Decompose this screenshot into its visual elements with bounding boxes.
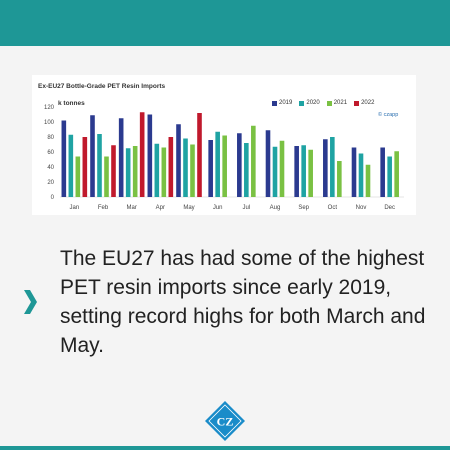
bar-apr-2019: [147, 114, 153, 197]
bar-nov-2020: [358, 153, 364, 197]
legend-label: 2019: [279, 100, 293, 106]
bar-sep-2021: [308, 149, 313, 197]
bar-may-2022: [197, 113, 202, 197]
bar-jan-2021: [75, 156, 81, 197]
bar-may-2020: [183, 138, 188, 197]
bar-nov-2019: [351, 147, 357, 197]
bar-jul-2020: [244, 143, 249, 197]
x-tick-label: Jul: [242, 205, 250, 211]
top-banner: [0, 0, 450, 46]
legend-item-2020: 2020: [299, 100, 320, 106]
bar-nov-2021: [365, 164, 371, 197]
bar-apr-2022: [168, 137, 174, 197]
legend-label: 2021: [333, 100, 348, 106]
bar-dec-2020: [387, 156, 392, 197]
legend-item-2019: 2019: [272, 100, 292, 106]
bar-oct-2019: [323, 139, 328, 197]
bar-may-2021: [190, 144, 195, 197]
chart-title: Ex-EU27 Bottle-Grade PET Resin Imports: [38, 83, 166, 90]
chart-legend: 2019 2020 2021 2022: [272, 100, 374, 106]
caption-text: The EU27 has had some of the highest PET…: [60, 247, 426, 357]
bar-feb-2020: [97, 134, 102, 197]
bar-jan-2022: [82, 137, 88, 197]
x-tick-label: Feb: [98, 205, 109, 211]
bar-jun-2021: [222, 135, 227, 197]
logo-text: CZ: [217, 415, 234, 429]
bar-feb-2019: [90, 115, 95, 197]
bar-apr-2020: [154, 143, 160, 197]
bar-jul-2019: [237, 133, 242, 197]
bar-jul-2021: [251, 125, 256, 197]
x-tick-label: Mar: [126, 205, 136, 211]
bar-feb-2022: [111, 145, 116, 197]
bar-mar-2021: [132, 146, 138, 197]
bar-mar-2019: [118, 118, 124, 197]
legend-label: 2022: [361, 100, 375, 106]
legend-swatch: [299, 100, 305, 106]
bar-jun-2020: [215, 131, 220, 197]
bar-apr-2021: [161, 147, 167, 197]
bar-oct-2021: [337, 161, 342, 197]
x-tick-label: Nov: [356, 205, 367, 211]
y-tick-label: 20: [47, 180, 54, 186]
bar-may-2019: [176, 124, 181, 197]
y-axis-label: k tonnes: [58, 100, 85, 107]
bar-mar-2020: [125, 148, 131, 197]
bar-feb-2021: [104, 156, 109, 197]
x-tick-label: May: [183, 205, 194, 211]
bar-dec-2019: [380, 147, 385, 197]
watermark: © czapp: [378, 112, 399, 118]
legend-swatch: [272, 100, 277, 106]
legend-item-2021: 2021: [326, 100, 348, 106]
y-tick-label: 60: [47, 150, 54, 156]
bottom-banner: [0, 446, 450, 450]
x-tick-label: Sep: [298, 205, 309, 211]
y-tick-label: 120: [44, 105, 55, 111]
x-tick-label: Apr: [156, 205, 165, 211]
bar-oct-2020: [330, 137, 335, 197]
legend-label: 2020: [306, 100, 320, 106]
bar-jun-2019: [208, 140, 213, 197]
bar-mar-2022: [139, 112, 145, 197]
x-tick-label: Oct: [328, 205, 338, 211]
bar-aug-2020: [272, 146, 278, 197]
czapp-logo: CZ: [205, 401, 245, 441]
chart-card: 0 20 40 60 80 100 120 Jan Feb Mar Apr May Jun Jul Aug S…: [32, 75, 416, 215]
x-tick-label: Dec: [384, 205, 395, 211]
bar-sep-2020: [301, 145, 306, 197]
y-tick-label: 100: [44, 120, 55, 126]
bar-jan-2020: [68, 134, 74, 197]
bar-aug-2019: [265, 130, 271, 197]
x-tick-label: Jun: [213, 205, 223, 211]
y-tick-label: 40: [47, 165, 54, 171]
bar-aug-2021: [279, 140, 285, 197]
chevron-right-icon: [24, 290, 37, 314]
x-tick-label: Aug: [270, 205, 281, 211]
legend-swatch: [354, 100, 360, 106]
bar-sep-2019: [294, 146, 299, 197]
y-tick-label: 80: [47, 135, 54, 141]
bar-chart: 0 20 40 60 80 100 120 Jan Feb Mar Apr May Jun Jul Aug S…: [44, 105, 404, 211]
legend-swatch: [326, 100, 332, 106]
x-tick-label: Jan: [69, 205, 79, 211]
bar-dec-2021: [394, 151, 399, 197]
legend-item-2022: 2022: [354, 100, 374, 106]
y-tick-label: 0: [51, 195, 55, 201]
bar-jan-2019: [61, 120, 67, 197]
